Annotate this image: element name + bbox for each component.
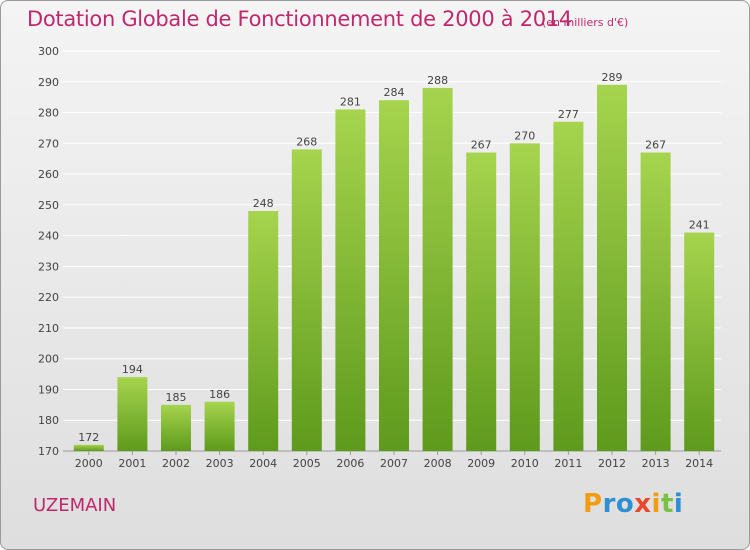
data-label: 268 — [296, 135, 317, 148]
proxiti-logo-letter: x — [634, 489, 652, 519]
data-label: 267 — [645, 139, 666, 152]
bar — [422, 87, 453, 451]
x-tick-label: 2008 — [424, 457, 452, 470]
bar — [597, 84, 627, 451]
y-tick-label: 230 — [38, 260, 59, 273]
proxiti-logo-letter: P — [583, 489, 603, 519]
x-tick-label: 2014 — [685, 457, 713, 470]
x-tick-label: 2007 — [380, 457, 408, 470]
y-tick-label: 280 — [38, 107, 59, 120]
x-tick-label: 2012 — [598, 457, 626, 470]
x-tick-label: 2010 — [511, 457, 539, 470]
bar — [117, 377, 148, 451]
bar — [161, 404, 191, 451]
proxiti-logo-letter: t — [660, 489, 674, 519]
y-tick-label: 170 — [38, 445, 59, 458]
data-label: 241 — [689, 219, 710, 232]
y-tick-label: 250 — [38, 199, 59, 212]
data-label: 185 — [166, 391, 187, 404]
y-tick-label: 260 — [38, 168, 59, 181]
data-label: 248 — [253, 197, 274, 210]
data-label: 270 — [514, 129, 535, 142]
y-tick-label: 240 — [38, 230, 59, 243]
x-tick-label: 2003 — [206, 457, 234, 470]
x-tick-label: 2002 — [162, 457, 190, 470]
bar — [379, 100, 409, 451]
x-tick-label: 2005 — [293, 457, 321, 470]
bar — [335, 109, 366, 451]
x-tick-label: 2006 — [336, 457, 364, 470]
data-label: 267 — [471, 139, 492, 152]
data-label: 277 — [558, 108, 579, 121]
bar — [248, 211, 279, 451]
y-tick-label: 300 — [38, 45, 59, 58]
bar — [684, 232, 715, 451]
bar — [466, 152, 497, 452]
x-tick-label: 2004 — [249, 457, 277, 470]
proxiti-logo-letter: o — [615, 489, 635, 519]
bar — [553, 121, 584, 452]
x-tick-label: 2000 — [75, 457, 103, 470]
y-tick-label: 200 — [38, 353, 59, 366]
chart-unit-note: (en milliers d'€) — [542, 16, 629, 29]
data-label: 284 — [384, 86, 405, 99]
y-tick-label: 270 — [38, 137, 59, 150]
y-tick-label: 220 — [38, 291, 59, 304]
x-tick-label: 2001 — [118, 457, 146, 470]
proxiti-logo: Proxiti — [583, 489, 683, 519]
proxiti-logo-letter: r — [602, 489, 616, 519]
bar — [73, 444, 104, 451]
chart-title: Dotation Globale de Fonctionnement de 20… — [27, 7, 572, 31]
data-label: 289 — [602, 71, 623, 84]
data-label: 281 — [340, 95, 361, 108]
bar — [640, 152, 671, 452]
bar — [291, 149, 322, 451]
y-tick-label: 190 — [38, 383, 59, 396]
data-label: 194 — [122, 363, 143, 376]
x-tick-label: 2011 — [554, 457, 582, 470]
commune-name: UZEMAIN — [33, 495, 117, 516]
y-tick-label: 180 — [38, 414, 59, 427]
x-tick-label: 2009 — [467, 457, 495, 470]
y-tick-label: 210 — [38, 322, 59, 335]
proxiti-logo-letter: i — [673, 489, 684, 519]
data-label: 172 — [78, 431, 99, 444]
y-tick-label: 290 — [38, 76, 59, 89]
data-label: 288 — [427, 74, 448, 87]
data-label: 186 — [209, 388, 230, 401]
bar — [509, 143, 540, 452]
proxiti-logo-letter: i — [651, 489, 661, 519]
bar — [204, 401, 235, 451]
x-tick-label: 2013 — [642, 457, 670, 470]
